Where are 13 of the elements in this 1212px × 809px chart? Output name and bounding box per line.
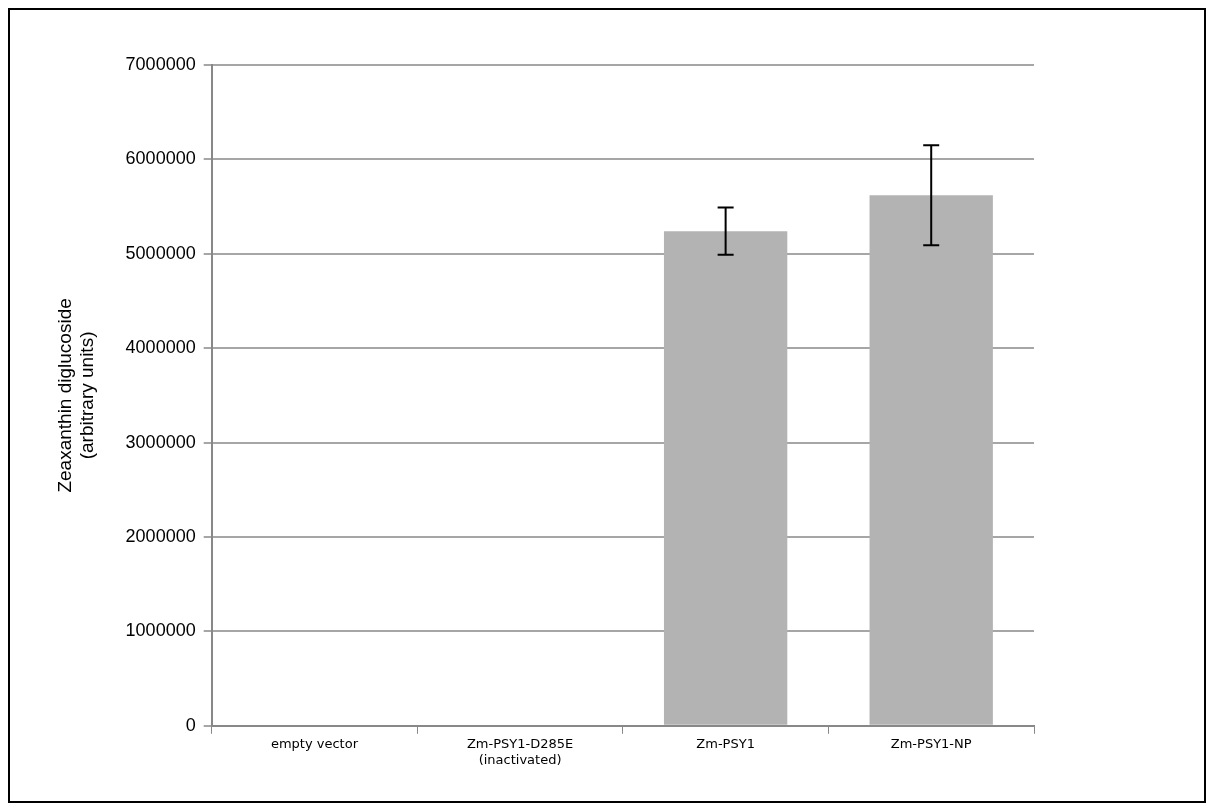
x-tick-label: Zm-PSY1-D285E (inactivated)	[466, 735, 574, 767]
y-tick-label: 7000000	[125, 53, 196, 74]
y-tick-label: 3000000	[125, 431, 196, 452]
x-tick-label: empty vector	[270, 735, 359, 751]
y-tick-label: 5000000	[125, 242, 196, 263]
y-tick-label: 2000000	[125, 525, 196, 546]
x-tick-label: Zm-PSY1	[696, 735, 755, 751]
x-tick-label: Zm-PSY1-NP	[890, 735, 972, 751]
y-tick-label: 0	[185, 714, 196, 735]
y-tick-label: 4000000	[125, 337, 196, 358]
y-axis-title: Zeaxanthin diglucoside (arbitrary units)	[53, 298, 98, 493]
y-tick-label: 6000000	[125, 148, 196, 169]
y-tick-label: 1000000	[125, 620, 196, 641]
